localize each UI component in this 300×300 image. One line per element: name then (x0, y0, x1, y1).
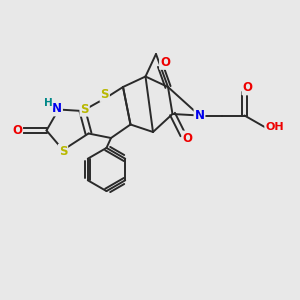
Text: O: O (12, 124, 22, 137)
Text: S: S (59, 145, 67, 158)
Text: N: N (194, 109, 205, 122)
Text: O: O (182, 131, 193, 145)
Text: N: N (52, 102, 62, 116)
Text: O: O (242, 81, 253, 94)
Text: S: S (100, 88, 109, 101)
Text: S: S (80, 103, 89, 116)
Text: OH: OH (265, 122, 284, 133)
Text: O: O (160, 56, 170, 69)
Text: H: H (44, 98, 52, 108)
